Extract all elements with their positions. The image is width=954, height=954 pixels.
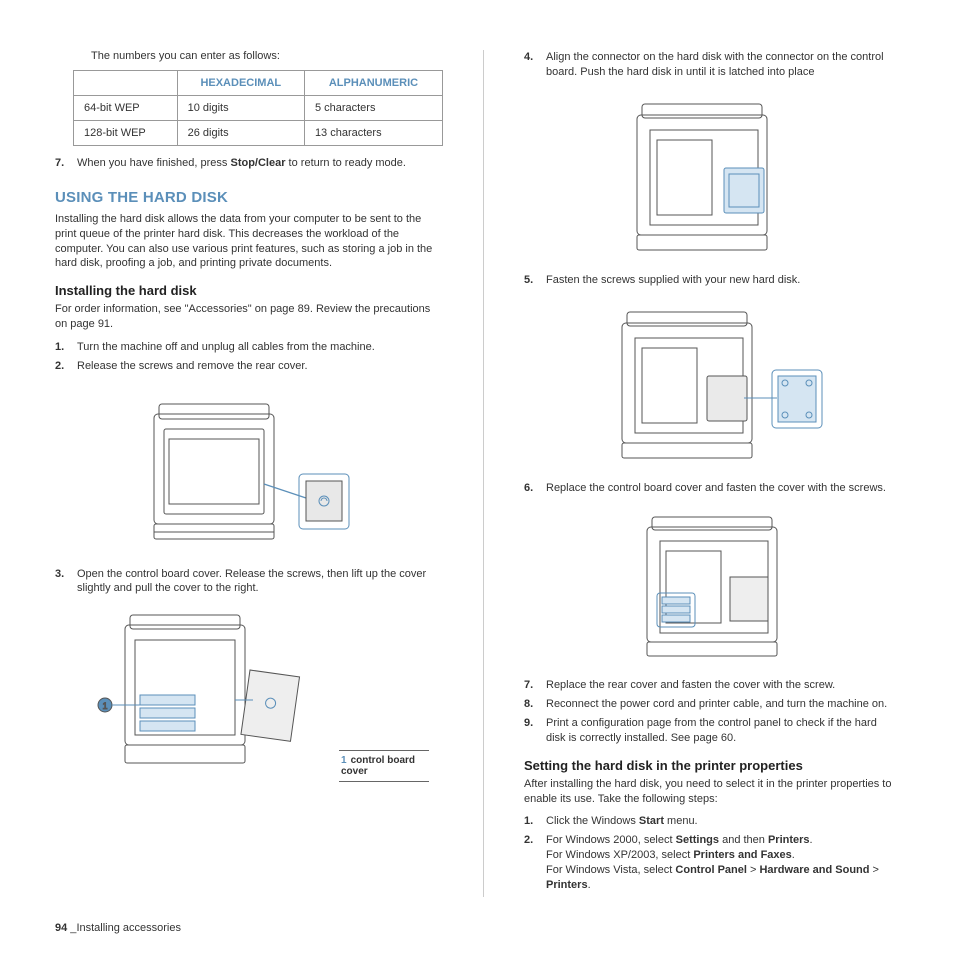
- right-column: 4.Align the connector on the hard disk w…: [524, 50, 899, 897]
- th-empty: [74, 71, 178, 96]
- section-heading: USING THE HARD DISK: [55, 189, 443, 206]
- section-body: Installing the hard disk allows the data…: [55, 212, 443, 271]
- table-row: 128-bit WEP 26 digits 13 characters: [74, 121, 443, 146]
- install-step-7: 7.Replace the rear cover and fasten the …: [524, 678, 899, 693]
- prop-step-2: 2. For Windows 2000, select Settings and…: [524, 833, 899, 892]
- figure-fasten-screws: [524, 298, 899, 471]
- figure-align-connector: [524, 90, 899, 263]
- page-footer: 94 _Installing accessories: [55, 922, 181, 934]
- step-7: 7. When you have finished, press Stop/Cl…: [55, 156, 443, 171]
- th-alpha: ALPHANUMERIC: [304, 71, 442, 96]
- subheading-properties: Setting the hard disk in the printer pro…: [524, 758, 899, 773]
- figure-control-board: 1 1control board cover: [85, 600, 443, 790]
- table-row: 64-bit WEP 10 digits 5 characters: [74, 96, 443, 121]
- install-step-1: 1.Turn the machine off and unplug all ca…: [55, 340, 443, 355]
- prop-step-1: 1. Click the Windows Start menu.: [524, 814, 899, 829]
- wep-table: HEXADECIMAL ALPHANUMERIC 64-bit WEP 10 d…: [73, 70, 443, 146]
- install-step-2: 2.Release the screws and remove the rear…: [55, 359, 443, 374]
- intro-text: The numbers you can enter as follows:: [91, 50, 443, 62]
- left-column: The numbers you can enter as follows: HE…: [55, 50, 443, 897]
- install-step-4: 4.Align the connector on the hard disk w…: [524, 50, 899, 80]
- install-step-5: 5.Fasten the screws supplied with your n…: [524, 273, 899, 288]
- install-step-8: 8.Reconnect the power cord and printer c…: [524, 697, 899, 712]
- figure-rear-cover: [55, 384, 443, 557]
- column-divider: [483, 50, 484, 897]
- sub2-body: After installing the hard disk, you need…: [524, 777, 899, 807]
- figure-replace-cover: [524, 505, 899, 668]
- th-hex: HEXADECIMAL: [177, 71, 304, 96]
- subheading-install: Installing the hard disk: [55, 283, 443, 298]
- install-step-3: 3.Open the control board cover. Release …: [55, 567, 443, 597]
- callout-label: 1control board cover: [339, 750, 429, 782]
- install-step-9: 9.Print a configuration page from the co…: [524, 716, 899, 746]
- svg-text:1: 1: [102, 701, 107, 711]
- install-step-6: 6.Replace the control board cover and fa…: [524, 481, 899, 496]
- sub-body: For order information, see "Accessories"…: [55, 302, 443, 332]
